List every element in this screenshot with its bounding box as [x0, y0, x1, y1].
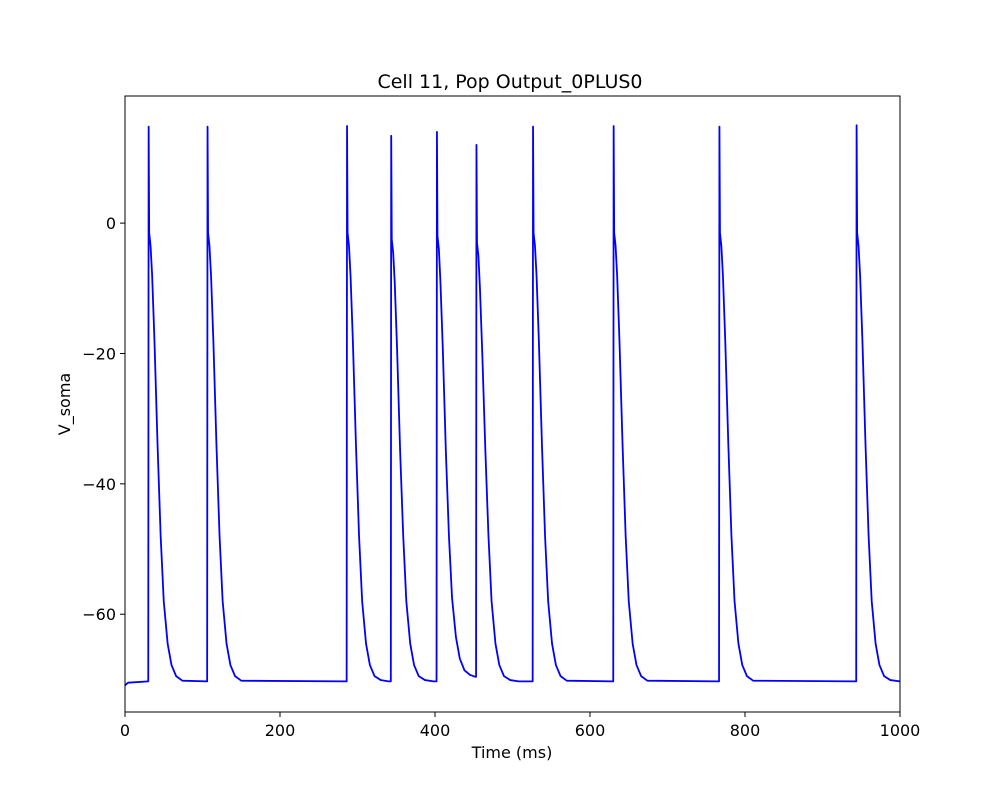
x-tick-label: 0 [120, 721, 130, 740]
plot-area [124, 95, 901, 713]
axes-frame [124, 95, 901, 713]
chart-title: Cell 11, Pop Output_0PLUS0 [377, 71, 642, 93]
y-tick-label: 0 [106, 214, 116, 233]
y-tick-label: −20 [82, 344, 116, 363]
y-axis-label: V_soma [55, 373, 75, 435]
y-axis-ticks: −60 −40 −20 0 [82, 214, 125, 624]
x-tick-label: 400 [420, 721, 451, 740]
y-tick-label: −60 [82, 605, 116, 624]
x-axis-label: Time (ms) [471, 743, 553, 762]
series-line-v-soma [125, 124, 900, 686]
x-tick-label: 600 [575, 721, 606, 740]
x-axis-ticks: 0 200 400 600 800 1000 [120, 712, 920, 740]
x-tick-label: 800 [730, 721, 761, 740]
y-tick-label: −40 [82, 475, 116, 494]
x-tick-label: 200 [265, 721, 296, 740]
x-tick-label: 1000 [880, 721, 921, 740]
